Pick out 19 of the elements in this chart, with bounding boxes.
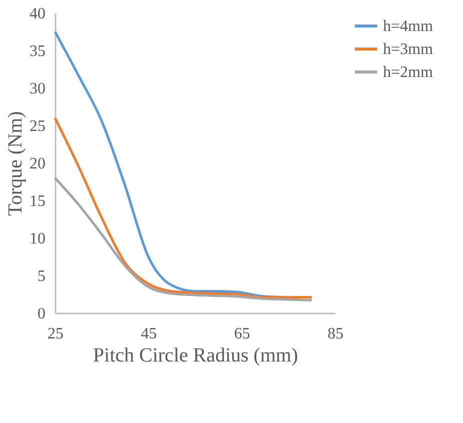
y-axis-title: Torque (Nm) (4, 111, 26, 216)
legend-label: h=3mm (383, 41, 434, 58)
legend-label: h=4mm (383, 18, 434, 35)
line-series (54, 176, 313, 302)
y-tick-label: 15 (30, 193, 46, 210)
y-tick-label: 5 (38, 268, 46, 285)
line-series (54, 116, 313, 298)
x-tick-label: 45 (140, 326, 157, 342)
legend-label: h=2mm (383, 64, 434, 81)
y-tick-label: 10 (30, 230, 46, 248)
y-tick-label: 0 (38, 306, 46, 322)
x-tick-label: 65 (234, 326, 250, 342)
y-tick-label: 40 (30, 6, 46, 22)
y-tick-label: 30 (30, 80, 46, 98)
y-tick-label: 25 (30, 118, 46, 135)
y-tick-label: 35 (30, 43, 46, 60)
x-tick-label: 85 (328, 326, 344, 342)
y-tick-label: 20 (30, 156, 46, 172)
x-axis-title: Pitch Circle Radius (mm) (93, 344, 298, 366)
